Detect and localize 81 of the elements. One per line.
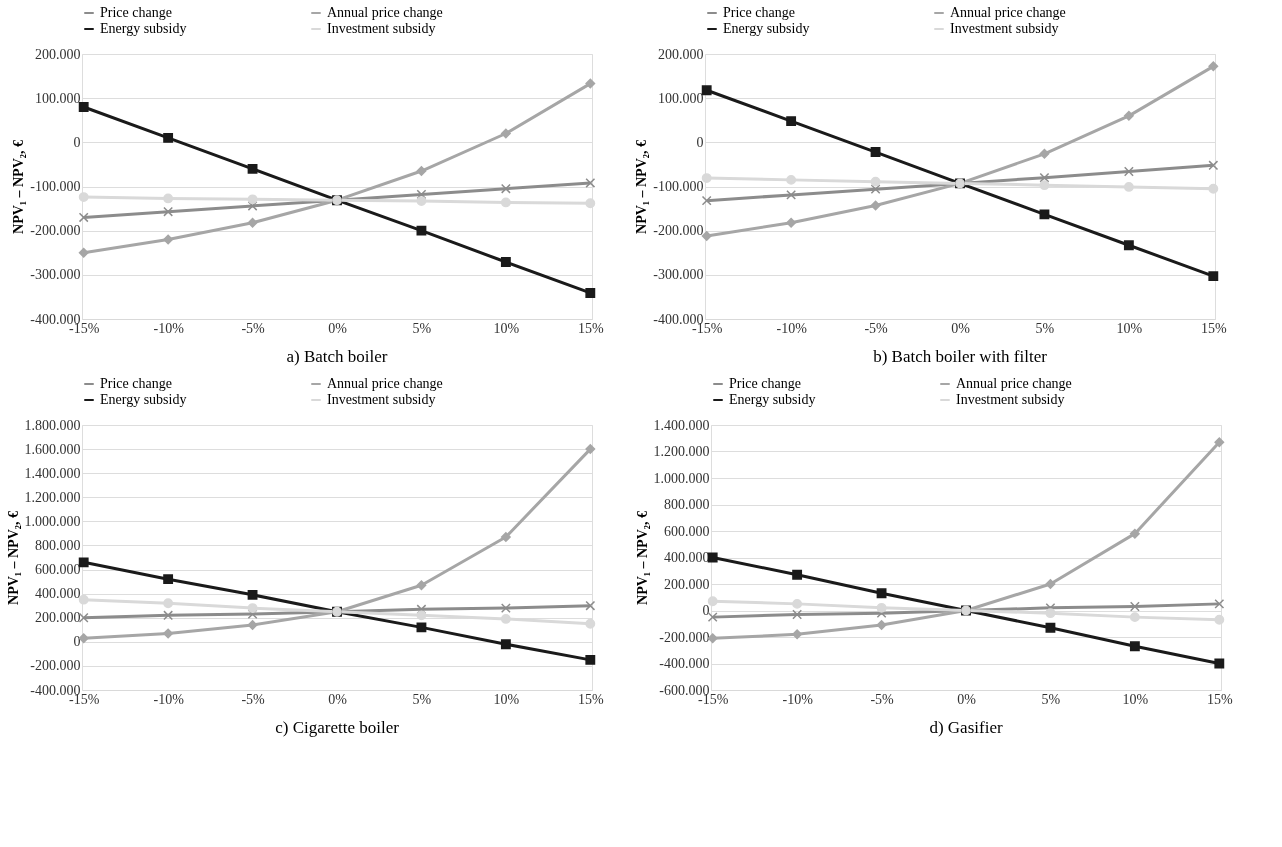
legend-label: Investment subsidy: [327, 21, 436, 36]
x-tick-label: 0%: [328, 691, 348, 707]
y-axis-title: NPV₁ – NPV₂, €: [634, 511, 650, 605]
legend-label: Annual price change: [950, 5, 1066, 20]
y-tick-label: 1.200.000: [653, 444, 710, 459]
y-axis-title: NPV₁ – NPV₂, €: [11, 140, 27, 234]
y-axis-title: NPV₁ – NPV₂, €: [634, 140, 650, 234]
y-tick-label: 200.000: [658, 46, 704, 62]
y-tick-label: 1.600.000: [24, 441, 81, 457]
legend-label: Energy subsidy: [729, 392, 816, 407]
legend-label: Price change: [100, 376, 172, 391]
x-tick-label: 15%: [577, 320, 604, 336]
legend-label: Investment subsidy: [956, 392, 1065, 407]
text: b) Batch boiler with filter: [873, 347, 1048, 366]
x-tick-label: -5%: [241, 691, 266, 707]
y-tick-label: -200.000: [30, 658, 81, 674]
x-tick-label: 5%: [1035, 320, 1055, 336]
y-tick-label: -200.000: [659, 629, 710, 645]
y-tick-label: 1.200.000: [24, 489, 81, 505]
y-tick-label: 800.000: [664, 497, 710, 512]
x-tick-label: 15%: [1206, 691, 1233, 707]
x-tick-label: -10%: [153, 691, 185, 707]
x-tick-label: 5%: [412, 320, 432, 336]
y-tick-label: -200.000: [653, 223, 704, 239]
x-tick-label: 0%: [328, 320, 348, 336]
y-tick-label: -400.000: [659, 656, 710, 671]
x-tick-label: -5%: [241, 320, 266, 336]
y-tick-label: 600.000: [35, 562, 81, 578]
legend-label: Price change: [729, 376, 801, 391]
y-tick-label: 800.000: [35, 537, 81, 553]
y-tick-label: -100.000: [653, 179, 704, 194]
y-tick-label: 1.800.000: [24, 417, 81, 433]
y-tick-label: 1.400.000: [24, 465, 81, 481]
x-tick-label: 10%: [493, 320, 520, 336]
legend-label: Investment subsidy: [950, 21, 1059, 36]
y-axis-title: NPV₁ – NPV₂, €: [5, 511, 21, 605]
legend-label: Energy subsidy: [100, 21, 187, 36]
text: c) Cigarette boiler: [275, 718, 400, 737]
text: a) Batch boiler: [286, 347, 388, 366]
x-tick-label: 15%: [1200, 320, 1227, 336]
x-tick-label: -5%: [870, 691, 895, 707]
x-tick-label: -10%: [782, 691, 814, 707]
y-tick-label: 1.000.000: [24, 513, 81, 529]
x-tick-label: -10%: [153, 320, 185, 336]
y-tick-label: 0: [702, 603, 710, 618]
legend-label: Investment subsidy: [327, 392, 436, 407]
x-tick-label: 10%: [1116, 320, 1143, 336]
x-tick-label: 10%: [493, 691, 520, 707]
legend-label: Annual price change: [327, 376, 443, 391]
y-tick-label: 100.000: [658, 90, 704, 106]
y-tick-label: 400.000: [664, 550, 710, 565]
y-tick-label: 1.000.000: [653, 470, 710, 486]
y-tick-label: 0: [73, 634, 81, 650]
legend-label: Price change: [100, 5, 172, 20]
x-tick-label: 0%: [951, 320, 971, 336]
y-tick-label: -300.000: [653, 267, 704, 283]
y-tick-label: 100.000: [35, 90, 81, 106]
x-tick-label: -10%: [776, 320, 808, 336]
y-tick-label: 200.000: [664, 576, 710, 592]
y-tick-label: 0: [73, 134, 81, 150]
y-tick-label: 1.400.000: [653, 417, 710, 433]
x-tick-label: -5%: [864, 320, 889, 336]
y-tick-label: 200.000: [35, 610, 81, 626]
y-tick-label: 200.000: [35, 46, 81, 62]
x-tick-label: 10%: [1122, 691, 1149, 707]
text: d) Gasifier: [929, 718, 1003, 737]
legend-label: Price change: [723, 5, 795, 20]
x-tick-label: 5%: [412, 691, 432, 707]
y-tick-label: -100.000: [30, 179, 81, 194]
y-tick-label: 0: [696, 134, 704, 150]
y-tick-label: 400.000: [35, 586, 81, 602]
x-tick-label: 15%: [577, 691, 604, 707]
x-tick-label: 0%: [957, 691, 977, 707]
y-tick-label: -200.000: [30, 223, 81, 239]
legend-label: Energy subsidy: [723, 21, 810, 36]
x-tick-label: 5%: [1041, 691, 1061, 707]
y-tick-label: -300.000: [30, 267, 81, 283]
legend-label: Annual price change: [327, 5, 443, 20]
y-tick-label: 600.000: [664, 523, 710, 539]
legend-label: Annual price change: [956, 376, 1072, 391]
legend-label: Energy subsidy: [100, 392, 187, 407]
